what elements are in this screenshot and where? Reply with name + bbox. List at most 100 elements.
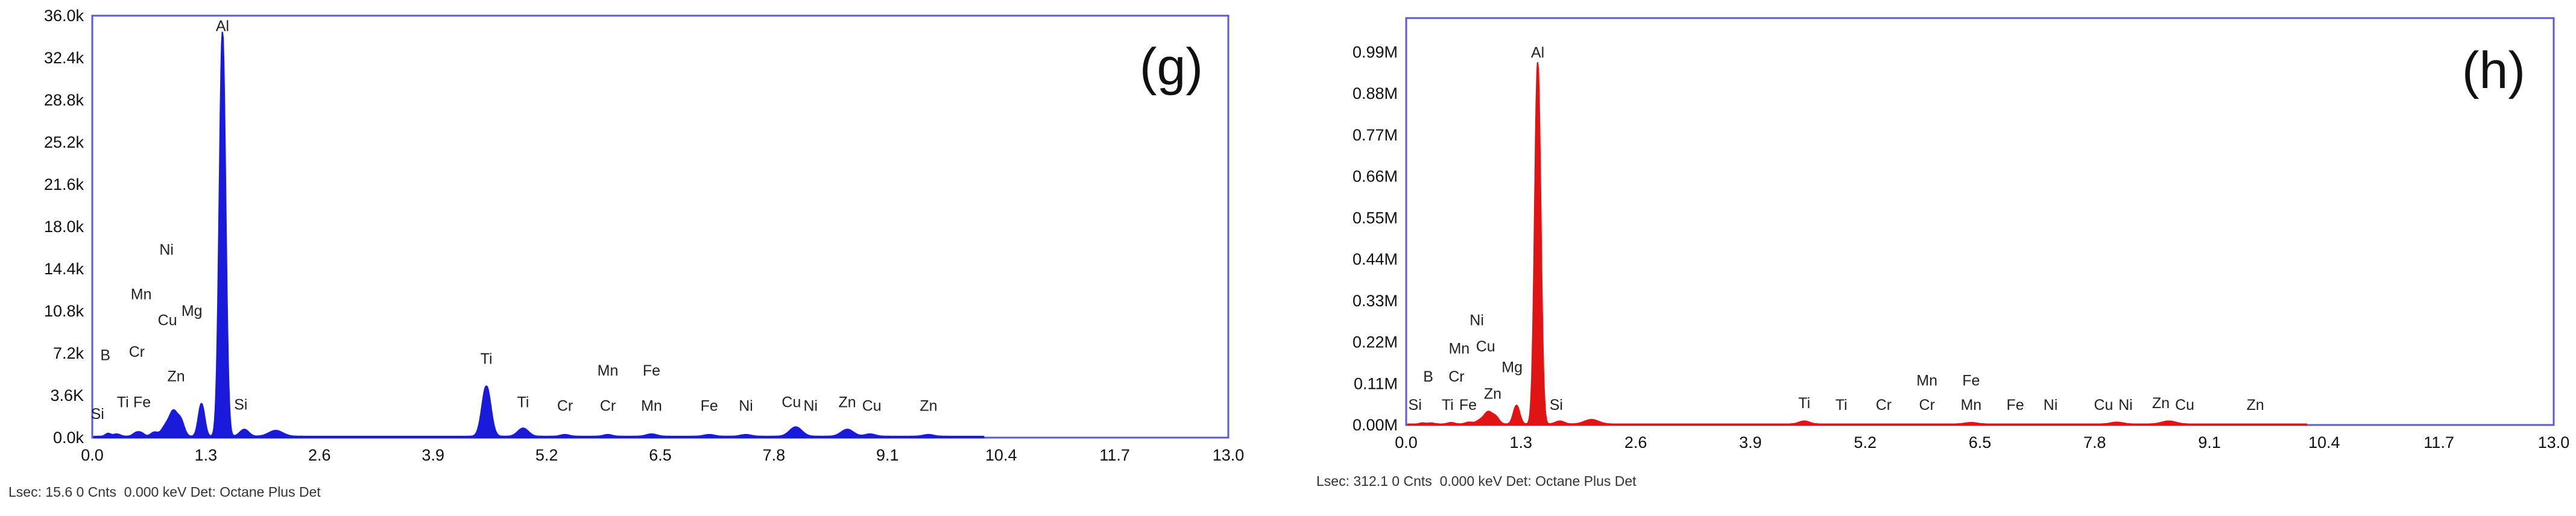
- eds-spectrum-h: 0.00M 0.11M 0.22M 0.33M 0.44M 0.55M 0.66M 0.77M…: [1353, 17, 2570, 452]
- peak-label: Ni: [803, 397, 818, 414]
- peak-label: Mn: [1960, 397, 1981, 414]
- peak-label: Ti: [481, 351, 493, 368]
- x-tick-label: 13.0: [2538, 433, 2570, 452]
- plot-frame: [91, 14, 1230, 439]
- peak-label: Cr: [1448, 368, 1464, 385]
- x-tick-label: 6.5: [649, 446, 672, 464]
- x-tick-label: 9.1: [876, 446, 899, 464]
- y-tick-label: 0.44M: [1353, 250, 1398, 268]
- x-tick-label: 2.6: [308, 446, 331, 464]
- peak-label: Fe: [1962, 372, 1980, 389]
- peak-label: Ni: [2044, 397, 2058, 414]
- peak-label: Mn: [1916, 372, 1937, 389]
- footer-status-g: Lsec: 15.6 0 Cnts 0.000 keV Det: Octane …: [8, 484, 321, 500]
- y-tick-label: 36.0k: [44, 7, 84, 25]
- peak-label: Ti: [117, 394, 129, 411]
- peak-label: Cu: [862, 397, 882, 414]
- peak-label: Cu: [2175, 397, 2194, 414]
- panel-label: (h): [2462, 42, 2525, 99]
- peak-label: Fe: [1459, 397, 1477, 414]
- y-tick-label: 18.0k: [44, 218, 84, 236]
- y-tick-label: 0.66M: [1353, 168, 1398, 186]
- spectrum-series: [93, 31, 985, 439]
- x-tick-label: 0.0: [81, 446, 104, 464]
- peak-label: Mn: [131, 286, 152, 303]
- peak-label: Cr: [1876, 397, 1892, 414]
- peak-label: Cr: [557, 397, 573, 414]
- peak-label: Fe: [2006, 397, 2024, 414]
- peak-label: Cr: [1919, 397, 1934, 414]
- x-tick-label: 10.4: [2308, 433, 2340, 452]
- peak-label: Cu: [158, 312, 177, 329]
- x-tick-label: 1.3: [1510, 433, 1533, 452]
- peak-label: Mn: [1448, 340, 1470, 357]
- peak-label: Mn: [598, 362, 619, 379]
- peak-label: Mg: [1501, 359, 1523, 376]
- y-tick-label: 0.11M: [1354, 374, 1398, 392]
- peak-label: Zn: [2152, 395, 2170, 412]
- y-tick-label: 28.8k: [44, 91, 84, 109]
- peak-label: Zn: [839, 394, 856, 411]
- footer-status-h: Lsec: 312.1 0 Cnts 0.000 keV Det: Octane…: [1316, 473, 1637, 489]
- peak-label: Cr: [600, 397, 616, 414]
- peak-label: Mg: [182, 303, 203, 319]
- panel-label: (g): [1140, 38, 1203, 96]
- peak-label: Cr: [129, 344, 145, 360]
- y-tick-label: 3.6K: [50, 386, 84, 404]
- peak-label: Cu: [2094, 397, 2113, 414]
- y-tick-label: 25.2k: [44, 133, 84, 151]
- y-tick-label: 0.55M: [1353, 209, 1398, 227]
- peak-label: Ti: [1798, 395, 1810, 412]
- peak-label: Ni: [739, 397, 753, 414]
- peak-label: Zn: [168, 368, 185, 385]
- y-tick-label: 32.4k: [44, 49, 84, 67]
- x-tick-label: 3.9: [421, 446, 444, 464]
- peak-label: Si: [234, 396, 247, 413]
- x-tick-label: 11.7: [2423, 433, 2454, 452]
- peak-label: Fe: [701, 397, 718, 414]
- peak-label: Cu: [1476, 338, 1495, 355]
- x-tick-label: 7.8: [763, 446, 786, 464]
- x-tick-label: 9.1: [2198, 433, 2221, 452]
- peak-label: Al: [216, 17, 229, 34]
- x-tick-label: 7.8: [2083, 433, 2106, 452]
- peak-label: Si: [1409, 397, 1422, 414]
- x-tick-label: 6.5: [1969, 433, 1992, 452]
- y-tick-label: 7.2k: [53, 344, 84, 362]
- x-tick-label: 1.3: [195, 446, 218, 464]
- peak-label: Ti: [517, 394, 529, 411]
- peak-label: Fe: [643, 362, 660, 379]
- peak-label: Al: [1531, 45, 1544, 61]
- peak-label: Si: [1550, 397, 1563, 414]
- peak-label: Mn: [641, 397, 662, 414]
- spectrum-series: [1407, 61, 2308, 426]
- x-tick-label: 10.4: [985, 446, 1017, 464]
- y-tick-label: 0.0k: [53, 429, 84, 447]
- peak-label: Fe: [133, 394, 151, 411]
- x-tick-label: 3.9: [1739, 433, 1762, 452]
- y-tick-label: 14.4k: [44, 260, 84, 278]
- y-tick-label: 21.6k: [44, 175, 84, 194]
- peak-label: Ni: [1470, 312, 1484, 329]
- x-tick-label: 5.2: [1854, 433, 1877, 452]
- x-tick-label: 5.2: [535, 446, 558, 464]
- peak-label: Cu: [781, 394, 801, 411]
- peak-label: Ti: [1442, 397, 1454, 414]
- peak-label: B: [100, 347, 110, 364]
- y-tick-label: 0.33M: [1353, 292, 1398, 310]
- peak-label: B: [1423, 368, 1433, 385]
- y-tick-label: 0.88M: [1353, 84, 1398, 102]
- y-tick-label: 10.8k: [44, 302, 84, 320]
- peak-label: Ni: [2118, 397, 2133, 414]
- peak-label: Ni: [159, 242, 174, 259]
- peak-label: Zn: [920, 397, 937, 414]
- peak-label: Si: [91, 406, 104, 423]
- plot-frame: [1405, 17, 2555, 426]
- y-tick-label: 0.77M: [1353, 126, 1398, 144]
- peak-label: Zn: [1484, 385, 1501, 402]
- eds-spectrum-g: 0.0k 3.6K 7.2k 10.8k 14.4k 18.0k 21.6k 25.2k 28.…: [44, 7, 1245, 464]
- y-tick-label: 0.00M: [1353, 416, 1398, 434]
- x-tick-label: 13.0: [1213, 446, 1245, 464]
- peak-label: Zn: [2247, 397, 2264, 414]
- x-tick-label: 0.0: [1395, 433, 1418, 452]
